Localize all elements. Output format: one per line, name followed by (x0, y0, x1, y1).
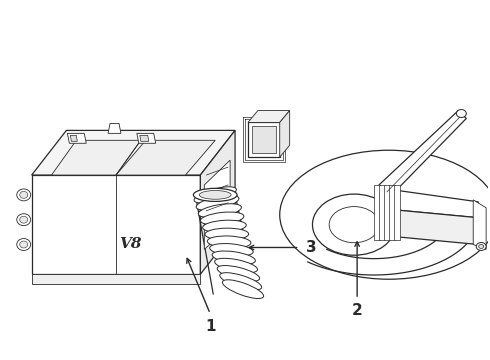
Polygon shape (384, 185, 390, 239)
Polygon shape (379, 111, 466, 198)
Polygon shape (280, 111, 290, 157)
Ellipse shape (220, 273, 262, 290)
Ellipse shape (212, 251, 255, 265)
Text: 3: 3 (306, 240, 317, 255)
Ellipse shape (198, 204, 242, 217)
Ellipse shape (479, 244, 484, 248)
Ellipse shape (199, 190, 231, 199)
Polygon shape (200, 130, 235, 274)
Ellipse shape (476, 243, 486, 251)
Ellipse shape (329, 207, 379, 243)
Ellipse shape (456, 109, 466, 117)
Polygon shape (108, 123, 121, 133)
Ellipse shape (17, 189, 31, 201)
Ellipse shape (17, 214, 31, 226)
Ellipse shape (215, 258, 258, 273)
Ellipse shape (196, 195, 239, 210)
Ellipse shape (205, 228, 248, 240)
Polygon shape (71, 135, 77, 141)
Ellipse shape (207, 236, 251, 248)
Ellipse shape (222, 280, 264, 298)
Ellipse shape (20, 241, 28, 248)
Polygon shape (394, 185, 400, 239)
Text: 1: 1 (205, 319, 216, 334)
Polygon shape (116, 140, 215, 175)
Polygon shape (248, 122, 280, 157)
Ellipse shape (217, 266, 260, 282)
Polygon shape (137, 133, 156, 143)
Ellipse shape (17, 239, 31, 251)
Ellipse shape (194, 187, 236, 203)
Text: 2: 2 (352, 303, 363, 319)
Text: V8: V8 (120, 238, 142, 252)
Polygon shape (68, 133, 86, 143)
Ellipse shape (280, 150, 490, 279)
Polygon shape (51, 140, 141, 175)
Polygon shape (473, 200, 486, 249)
Ellipse shape (210, 244, 253, 256)
Polygon shape (252, 126, 276, 153)
Polygon shape (374, 185, 380, 239)
Polygon shape (32, 274, 200, 284)
Polygon shape (32, 175, 200, 274)
Polygon shape (140, 135, 149, 141)
Ellipse shape (20, 216, 28, 223)
Polygon shape (389, 185, 395, 239)
Polygon shape (248, 111, 290, 122)
Polygon shape (394, 190, 478, 218)
Polygon shape (394, 210, 478, 244)
Ellipse shape (20, 192, 28, 198)
Ellipse shape (194, 188, 237, 202)
Polygon shape (32, 130, 235, 175)
Ellipse shape (203, 220, 246, 233)
Ellipse shape (200, 212, 244, 225)
Polygon shape (204, 160, 230, 249)
Ellipse shape (313, 194, 396, 255)
Polygon shape (379, 185, 385, 239)
